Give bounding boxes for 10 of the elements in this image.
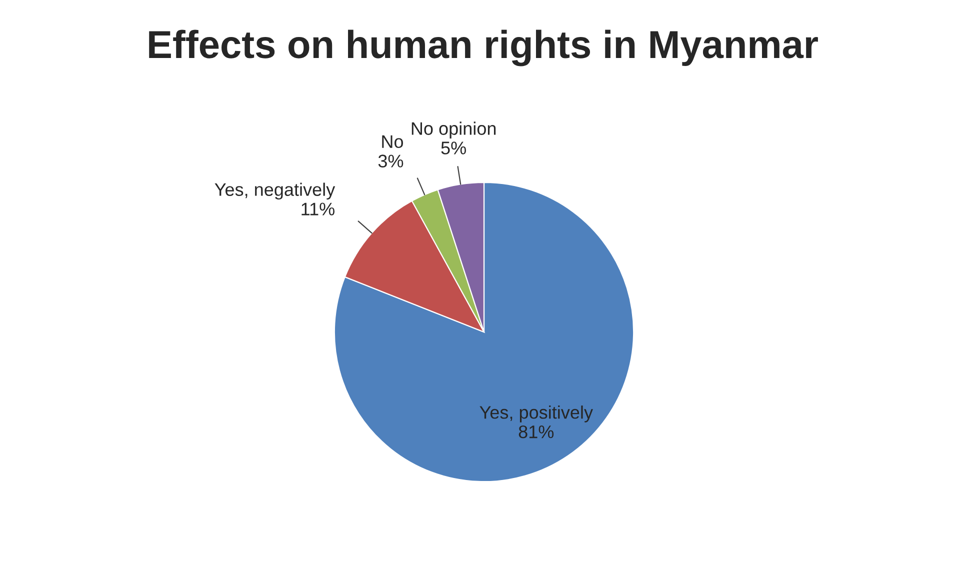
data-label: 5% <box>441 142 466 154</box>
slice-label: No opinion <box>412 122 496 139</box>
chart-title: Effects on human rights in Myanmar <box>149 30 818 66</box>
slice-label: Yes, negatively <box>214 182 336 200</box>
data-label: 11% <box>302 202 334 216</box>
data-label: 3% <box>378 154 404 168</box>
pie-slice <box>334 182 634 482</box>
data-label: 81% <box>518 425 554 438</box>
slice-label: Yes, positively <box>480 406 593 422</box>
slice-label: No <box>382 135 404 148</box>
